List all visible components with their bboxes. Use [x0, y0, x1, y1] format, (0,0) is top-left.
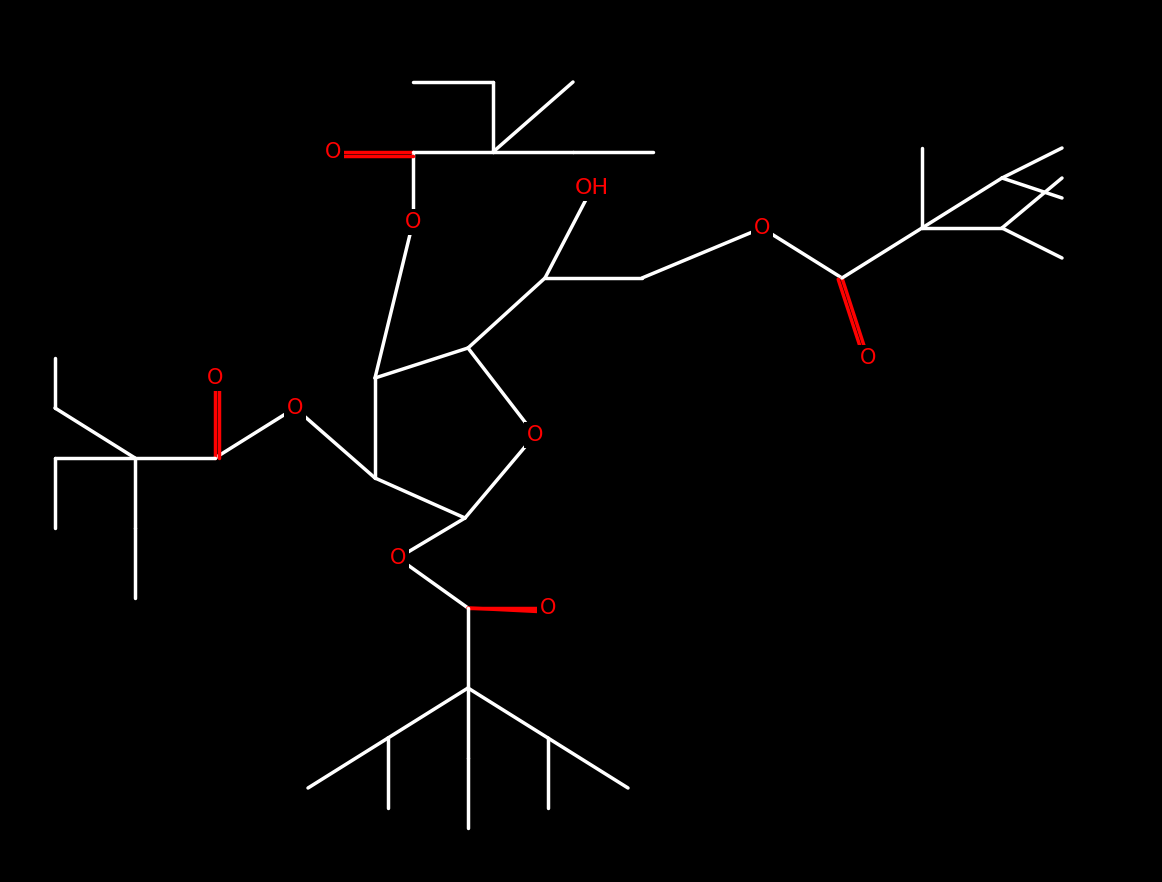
Text: O: O [860, 348, 876, 368]
Text: O: O [526, 425, 543, 445]
Text: O: O [404, 212, 421, 232]
Text: O: O [207, 368, 223, 388]
Text: O: O [325, 142, 342, 162]
Text: O: O [287, 398, 303, 418]
Text: O: O [540, 598, 557, 618]
Text: OH: OH [575, 178, 609, 198]
Text: O: O [389, 548, 407, 568]
Text: O: O [754, 218, 770, 238]
